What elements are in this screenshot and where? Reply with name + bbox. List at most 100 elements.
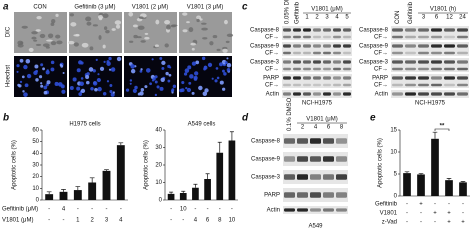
lane-label: 3 xyxy=(422,15,426,21)
nucleus xyxy=(61,89,66,94)
nucleus xyxy=(193,77,198,81)
bar xyxy=(417,174,425,196)
cell xyxy=(182,12,188,16)
error-bar xyxy=(205,173,210,179)
error-bar xyxy=(104,169,109,171)
band xyxy=(392,83,403,87)
cell xyxy=(81,42,89,48)
cell xyxy=(105,29,110,34)
nucleus xyxy=(171,91,174,94)
condition-value: - xyxy=(462,202,464,208)
blot-strip xyxy=(282,82,352,88)
row-label: Caspase-3 xyxy=(359,60,389,66)
cell xyxy=(98,35,102,40)
error-bar xyxy=(46,191,52,195)
band xyxy=(313,92,321,96)
nucleus xyxy=(60,64,64,68)
lane-label: 3 xyxy=(325,15,329,21)
cell xyxy=(51,19,56,24)
band xyxy=(457,60,468,64)
error-bar xyxy=(118,142,124,146)
nucleus xyxy=(132,88,137,93)
band xyxy=(431,83,442,87)
row-label: CF→ xyxy=(374,35,388,41)
y-tick-label: 5 xyxy=(394,172,398,178)
cell xyxy=(33,39,38,42)
nucleus xyxy=(161,66,165,70)
cell xyxy=(216,48,221,52)
nucleus xyxy=(156,85,160,89)
nucleus xyxy=(144,85,148,89)
nucleus xyxy=(140,68,143,71)
nucleus xyxy=(42,67,45,71)
nucleus xyxy=(154,93,158,97)
nucleus xyxy=(50,67,55,72)
row-label: Actin xyxy=(266,92,279,98)
nucleus xyxy=(191,91,195,95)
nucleus xyxy=(110,67,116,72)
y-tick-label: 15 xyxy=(390,128,397,134)
band xyxy=(323,138,334,144)
band xyxy=(457,76,468,80)
error-bar xyxy=(193,183,198,188)
bar xyxy=(431,138,439,196)
cell xyxy=(137,25,145,30)
hoechst-image xyxy=(124,56,177,97)
cell xyxy=(209,41,214,46)
nucleus xyxy=(222,87,226,91)
band xyxy=(303,60,311,64)
nucleus xyxy=(181,80,185,85)
bar xyxy=(459,182,467,196)
nucleus xyxy=(152,77,156,81)
band xyxy=(333,92,341,96)
error-bar xyxy=(460,181,466,183)
group-label: V1801 (h) xyxy=(430,7,456,13)
row-label: PARP xyxy=(264,193,280,199)
cell xyxy=(73,42,79,47)
nucleus xyxy=(19,80,23,84)
band xyxy=(303,51,311,55)
cell xyxy=(188,27,194,33)
nucleus xyxy=(43,85,48,90)
band xyxy=(284,192,295,198)
nucleus xyxy=(40,82,43,85)
nucleus xyxy=(140,88,145,92)
condition-label: z-Vad xyxy=(382,220,397,226)
nucleus xyxy=(88,67,94,72)
band xyxy=(457,83,468,87)
band xyxy=(457,51,468,55)
band xyxy=(444,35,455,39)
band xyxy=(323,83,331,87)
nucleus xyxy=(184,68,190,73)
nucleus xyxy=(108,56,112,61)
cell xyxy=(171,24,178,27)
nucleus xyxy=(219,62,223,67)
row-label: CF→ xyxy=(265,51,279,57)
band xyxy=(418,92,429,96)
band xyxy=(323,208,334,212)
nucleus xyxy=(76,86,81,91)
band xyxy=(418,67,429,71)
nucleus xyxy=(194,71,199,76)
nucleus xyxy=(26,73,32,79)
band xyxy=(284,174,295,180)
bar xyxy=(88,182,97,200)
band xyxy=(333,35,341,39)
row-label: Caspase-9 xyxy=(250,44,280,50)
band xyxy=(323,67,331,71)
condition-value: + xyxy=(447,211,451,217)
blot-strip xyxy=(391,82,469,88)
band xyxy=(418,51,429,55)
nucleus xyxy=(160,77,165,82)
nucleus xyxy=(169,66,172,69)
condition-value: 10 xyxy=(229,218,236,224)
band xyxy=(457,44,468,48)
band xyxy=(343,92,351,96)
nucleus xyxy=(40,84,44,88)
blot-strip xyxy=(391,66,469,72)
band xyxy=(444,60,455,64)
cell xyxy=(222,48,228,53)
y-tick-label: 60 xyxy=(32,128,39,134)
lane-label: 2 xyxy=(315,15,319,21)
nucleus xyxy=(78,60,83,65)
